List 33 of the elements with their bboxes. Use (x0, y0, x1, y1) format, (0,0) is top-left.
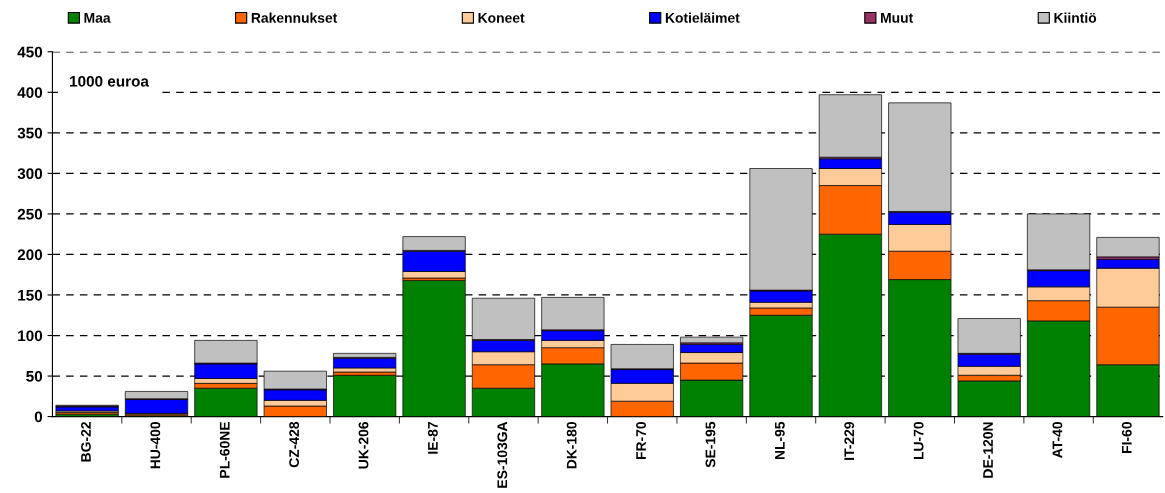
legend-label: Koneet (478, 13, 525, 23)
x-tick-label: UK-206 (358, 421, 369, 469)
y-tick-label: 400 (17, 87, 43, 98)
annotation: 1000 euroa (70, 75, 150, 87)
legend-label: Muut (881, 13, 914, 23)
x-tick-label: CZ-428 (289, 421, 300, 468)
legend-label: Maa (84, 13, 111, 23)
y-tick-label: 450 (17, 46, 43, 58)
x-tick-label: IT-229 (844, 421, 855, 460)
x-tick-label: SE-195 (705, 421, 716, 468)
x-tick-label: PL-60NE (219, 421, 230, 478)
legend-label: Kotieläimet (665, 12, 740, 23)
y-tick-label: 300 (17, 168, 43, 180)
x-tick-label: BG-22 (81, 422, 91, 462)
x-tick-label: FI-60 (1121, 422, 1132, 453)
x-tick-label: DE-120N (983, 422, 993, 478)
y-tick-label: 100 (18, 330, 43, 342)
y-tick-label: 50 (26, 370, 43, 382)
x-tick-label: HU-400 (150, 422, 161, 469)
x-tick-label: AT-40 (1052, 422, 1063, 458)
y-tick-label: 250 (17, 208, 43, 220)
legend-label: Kiintiö (1054, 12, 1097, 23)
y-tick-label: 350 (17, 127, 43, 139)
y-tick-label: 150 (18, 289, 43, 301)
y-tick-label: 0 (34, 411, 43, 423)
legend-label: Rakennukset (251, 12, 338, 23)
x-tick-label: ES-103GA (497, 421, 508, 488)
x-tick-label: LU-70 (913, 422, 924, 460)
x-tick-label: DK-180 (566, 422, 577, 469)
y-tick-label: 200 (17, 249, 43, 261)
x-tick-label: FR-70 (636, 422, 646, 460)
x-tick-label: IE-87 (427, 422, 438, 454)
x-tick-label: NL-95 (774, 421, 785, 460)
